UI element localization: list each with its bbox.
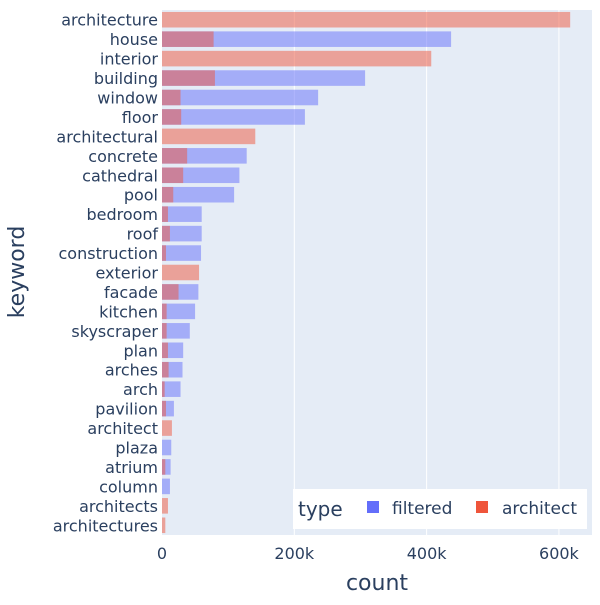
bar-architect-cathedral[interactable] [162, 167, 184, 184]
y-tick-label: pool [124, 186, 158, 205]
y-tick-label: exterior [95, 264, 158, 283]
bar-filtered-house[interactable] [162, 31, 452, 47]
y-tick-label: arches [105, 361, 158, 380]
y-tick-label: architecture [61, 11, 158, 30]
bar-architect-arch[interactable] [162, 381, 165, 397]
y-tick-label: facade [104, 283, 158, 302]
bar-filtered-window[interactable] [162, 89, 319, 106]
legend-swatch-architect[interactable] [476, 501, 488, 513]
y-tick-label: architectures [53, 516, 158, 535]
bar-architect-architectures[interactable] [162, 517, 166, 534]
y-tick-label: plaza [115, 439, 158, 458]
legend-label-architect[interactable]: architect [502, 499, 577, 519]
y-tick-label: window [97, 89, 158, 108]
x-tick-label: 600k [539, 544, 580, 563]
bar-architect-window[interactable] [162, 89, 181, 106]
x-tick-label: 0 [157, 544, 167, 563]
y-tick-label: column [99, 477, 158, 496]
bar-filtered-skyscraper[interactable] [162, 323, 190, 339]
legend: type filtered architect [293, 489, 587, 529]
y-tick-label: bedroom [86, 205, 158, 224]
bar-filtered-bedroom[interactable] [162, 206, 202, 222]
bar-architect-house[interactable] [162, 31, 214, 47]
y-tick-label: kitchen [99, 302, 158, 321]
y-tick-label: skyscraper [71, 322, 158, 341]
x-tick-labels: 0 200k 400k 600k [157, 544, 580, 563]
bar-architect-pool[interactable] [162, 186, 174, 203]
bar-architect-pavilion[interactable] [162, 400, 166, 417]
bar-architect-arches[interactable] [162, 361, 169, 378]
bar-architect-bedroom[interactable] [162, 206, 168, 222]
legend-background [293, 489, 587, 529]
bar-filtered-pool[interactable] [162, 186, 235, 203]
bar-filtered-kitchen[interactable] [162, 303, 196, 320]
bar-architect-atrium[interactable] [162, 459, 166, 475]
bar-architect-exterior[interactable] [162, 264, 200, 281]
bar-architect-concrete[interactable] [162, 148, 188, 164]
bars [162, 11, 571, 534]
bar-architect-construction[interactable] [162, 245, 166, 261]
y-tick-label: plan [123, 341, 158, 360]
plot-background [162, 10, 592, 535]
x-tick-label: 400k [407, 544, 448, 563]
y-tick-label: atrium [105, 458, 158, 477]
bar-architect-architects[interactable] [162, 498, 168, 514]
bar-filtered-plaza[interactable] [162, 439, 172, 456]
bar-architect-architecture[interactable] [162, 11, 571, 28]
y-tick-label: pavilion [95, 400, 158, 419]
legend-swatch-filtered[interactable] [367, 501, 379, 513]
bar-architect-architectural[interactable] [162, 128, 256, 145]
bar-filtered-pavilion[interactable] [162, 400, 174, 417]
bar-filtered-atrium[interactable] [162, 459, 171, 475]
bar-filtered-construction[interactable] [162, 245, 202, 261]
bar-architect-skyscraper[interactable] [162, 323, 167, 339]
y-tick-label: construction [59, 244, 159, 263]
y-tick-label: arch [123, 380, 158, 399]
bar-filtered-floor[interactable] [162, 109, 305, 125]
bar-filtered-column[interactable] [162, 478, 170, 495]
y-tick-label: architect [87, 419, 158, 438]
y-tick-label: concrete [88, 147, 158, 166]
y-tick-label: floor [122, 108, 159, 127]
y-tick-label: roof [127, 225, 159, 244]
y-tick-label: interior [100, 50, 159, 69]
bar-architect-interior[interactable] [162, 50, 432, 67]
y-axis-title: keyword [5, 226, 30, 319]
bar-architect-building[interactable] [162, 70, 215, 86]
x-tick-label: 200k [274, 544, 315, 563]
y-tick-label: architectural [56, 127, 158, 146]
bar-architect-floor[interactable] [162, 109, 182, 125]
y-tick-labels: architecturehouseinteriorbuildingwindowf… [53, 11, 159, 536]
y-tick-label: architects [79, 497, 158, 516]
legend-title: type [298, 497, 343, 521]
bar-architect-facade[interactable] [162, 284, 179, 300]
x-axis-title: count [346, 571, 408, 596]
bar-architect-roof[interactable] [162, 225, 170, 242]
bar-filtered-arch[interactable] [162, 381, 181, 397]
bar-architect-kitchen[interactable] [162, 303, 167, 320]
bar-architect-plan[interactable] [162, 342, 168, 359]
y-tick-label: cathedral [82, 166, 158, 185]
legend-label-filtered[interactable]: filtered [392, 499, 452, 519]
y-tick-label: building [94, 69, 158, 88]
bar-filtered-roof[interactable] [162, 225, 202, 242]
bar-architect-architect[interactable] [162, 420, 172, 436]
y-tick-label: house [110, 30, 158, 49]
